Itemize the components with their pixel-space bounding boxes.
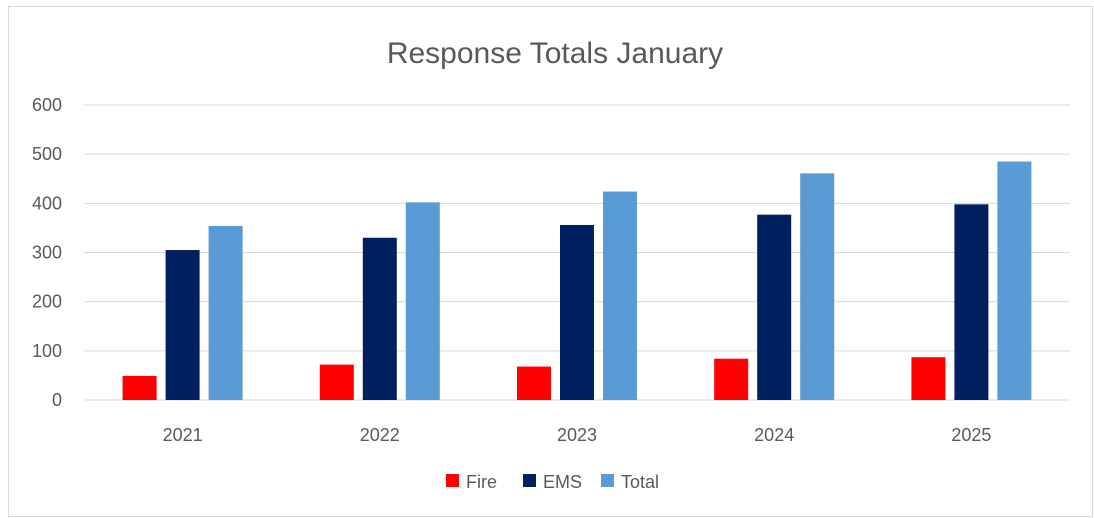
x-axis-ticks: 2021 2022 2023 2024 2025 [163, 425, 992, 445]
bar-total-2023 [603, 191, 637, 400]
bar-total-2024 [800, 173, 835, 400]
legend-swatch-total [601, 474, 614, 487]
y-axis-ticks: 0 100 200 300 400 500 600 [32, 95, 62, 410]
legend-swatch-fire [446, 474, 459, 487]
y-tick-label: 0 [52, 390, 62, 410]
y-tick-label: 300 [32, 243, 62, 263]
bar-ems-2024 [757, 214, 792, 400]
bar-ems-2023 [560, 224, 594, 400]
y-tick-label: 600 [32, 95, 62, 115]
legend: Fire EMS Total [446, 472, 659, 492]
bar-ems-2022 [362, 237, 397, 400]
bar-ems-2025 [954, 204, 989, 400]
legend-label-fire: Fire [466, 472, 497, 492]
x-tick-label: 2022 [360, 425, 400, 445]
x-tick-label: 2024 [754, 425, 794, 445]
y-tick-label: 400 [32, 193, 62, 213]
x-tick-label: 2021 [163, 425, 203, 445]
bar-fire-2022 [319, 364, 354, 400]
x-tick-label: 2025 [951, 425, 991, 445]
legend-label-total: Total [621, 472, 659, 492]
bar-total-2021 [208, 225, 243, 400]
y-tick-label: 100 [32, 341, 62, 361]
y-tick-label: 200 [32, 292, 62, 312]
bar-fire-2023 [517, 366, 551, 400]
bars [122, 161, 1032, 400]
legend-label-ems: EMS [543, 472, 582, 492]
bar-total-2022 [405, 202, 440, 400]
gridlines [84, 104, 1070, 401]
bar-fire-2025 [911, 357, 946, 400]
bar-total-2025 [997, 161, 1032, 400]
bar-ems-2021 [165, 250, 200, 400]
legend-swatch-ems [523, 474, 536, 487]
y-tick-label: 500 [32, 144, 62, 164]
x-tick-label: 2023 [557, 425, 597, 445]
chart-title: Response Totals January [387, 37, 723, 70]
bar-fire-2021 [122, 375, 157, 400]
bar-fire-2024 [714, 358, 749, 400]
